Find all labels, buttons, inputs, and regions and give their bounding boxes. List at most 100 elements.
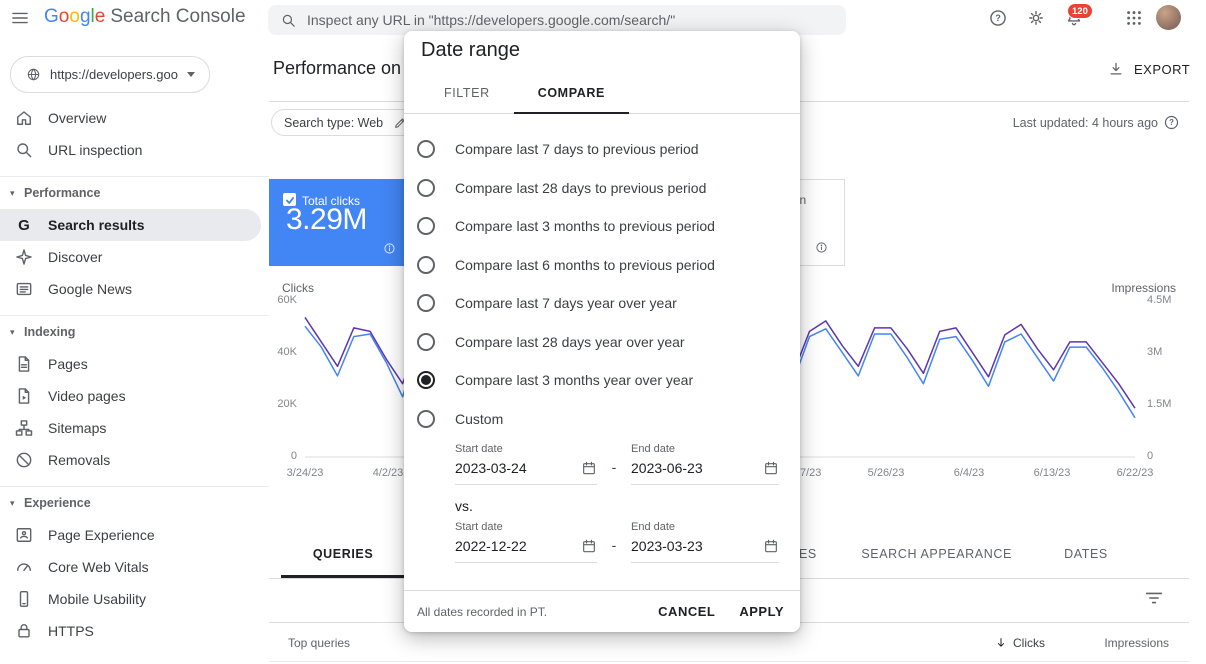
radio-icon [417, 294, 435, 313]
url-inspect-searchbar[interactable] [268, 5, 846, 35]
newspaper-icon [14, 279, 34, 299]
help-circle-icon[interactable]: ? [1163, 114, 1180, 131]
menu-icon[interactable] [10, 8, 30, 28]
sidebar-item-mobile-usability[interactable]: Mobile Usability [0, 583, 261, 615]
custom-dates: Start date 2023-03-24 - End date 2023-06… [404, 438, 800, 563]
discover-star-icon [14, 247, 34, 267]
filter-rows-icon[interactable] [1143, 587, 1165, 609]
export-button[interactable]: EXPORT [1107, 60, 1190, 78]
notification-count-badge: 120 [1067, 3, 1093, 19]
speedometer-icon [14, 557, 34, 577]
column-header-clicks[interactable]: Clicks [994, 636, 1045, 650]
left-axis-title: Clicks [282, 281, 314, 295]
sidebar-item-video-pages[interactable]: Video pages [0, 380, 261, 412]
compare-option-custom[interactable]: Custom [404, 400, 800, 439]
calendar-icon[interactable] [763, 538, 779, 554]
app-logo: Google Search Console [44, 6, 246, 28]
collapse-triangle-icon: ▾ [10, 187, 15, 198]
y-tick-right: 4.5M [1147, 294, 1172, 306]
smartphone-icon [14, 589, 34, 609]
dialog-tabs: FILTER COMPARE [404, 72, 800, 114]
compare-option[interactable]: Compare last 28 days year over year [404, 323, 800, 362]
sidebar: https://developers.goog... Overview URL … [0, 36, 269, 664]
compare-option[interactable]: Compare last 6 months to previous period [404, 246, 800, 285]
sidebar-item-core-web-vitals[interactable]: Core Web Vitals [0, 551, 261, 583]
google-g-icon: G [18, 216, 30, 234]
sidebar-item-url-inspection[interactable]: URL inspection [0, 134, 261, 166]
info-icon[interactable] [815, 241, 828, 254]
compare-options: Compare last 7 days to previous period C… [404, 114, 800, 438]
calendar-icon[interactable] [581, 538, 597, 554]
property-selector[interactable]: https://developers.goog... [10, 56, 210, 93]
sidebar-section-performance[interactable]: ▾ Performance [10, 186, 101, 200]
collapse-triangle-icon: ▾ [10, 326, 15, 337]
sidebar-item-https[interactable]: HTTPS [0, 615, 261, 647]
calendar-icon[interactable] [763, 460, 779, 476]
tab-dates[interactable]: DATES [1064, 547, 1108, 561]
radio-icon [417, 255, 435, 274]
home-icon [14, 108, 34, 128]
sidebar-item-discover[interactable]: Discover [0, 241, 261, 273]
compare-option[interactable]: Compare last 7 days year over year [404, 284, 800, 323]
x-tick: 6/13/23 [1033, 467, 1071, 479]
sidebar-item-search-results[interactable]: G Search results [0, 209, 261, 241]
y-tick: 60K [277, 294, 297, 306]
tab-search-appearance[interactable]: SEARCH APPEARANCE [861, 547, 1012, 561]
radio-icon [417, 178, 435, 197]
column-header-impressions[interactable]: Impressions [1104, 636, 1169, 650]
sidebar-item-overview[interactable]: Overview [0, 102, 261, 134]
pencil-edit-icon [393, 116, 407, 130]
last-updated-text: Last updated: 4 hours ago [1012, 116, 1158, 130]
right-axis-title: Impressions [1111, 281, 1176, 295]
search-type-chip[interactable]: Search type: Web [271, 109, 421, 136]
dialog-title: Date range [421, 39, 520, 61]
sidebar-section-experience[interactable]: ▾ Experience [10, 496, 91, 510]
user-avatar[interactable] [1156, 5, 1181, 30]
divider [269, 661, 1189, 662]
sidebar-item-pages[interactable]: Pages [0, 348, 261, 380]
info-icon[interactable] [383, 242, 396, 255]
download-icon [1107, 60, 1125, 78]
tab-queries[interactable]: QUERIES [269, 530, 417, 578]
compare-start-date-input[interactable]: 2022-12-22 [455, 538, 597, 563]
apply-button[interactable]: APPLY [739, 604, 784, 619]
total-clicks-card[interactable]: Total clicks 3.29M [269, 179, 413, 266]
globe-property-icon [26, 67, 41, 82]
x-tick: 5/26/23 [867, 467, 905, 479]
checkbox-checked-icon[interactable] [283, 193, 296, 206]
tab-compare[interactable]: COMPARE [513, 72, 630, 114]
document-icon [14, 354, 34, 374]
compare-option[interactable]: Compare last 3 months to previous period [404, 207, 800, 246]
apps-grid-icon[interactable] [1124, 8, 1144, 28]
sidebar-item-removals[interactable]: Removals [0, 444, 261, 476]
x-tick: 6/22/23 [1116, 467, 1154, 479]
compare-option[interactable]: Compare last 3 months year over year [404, 361, 800, 400]
compare-option[interactable]: Compare last 7 days to previous period [404, 130, 800, 169]
svg-text:?: ? [1169, 118, 1174, 127]
cancel-button[interactable]: CANCEL [658, 604, 716, 619]
calendar-icon[interactable] [581, 460, 597, 476]
help-button[interactable]: ? [988, 8, 1008, 28]
tab-filter[interactable]: FILTER [444, 85, 490, 100]
start-date-field: Start date 2023-03-24 [455, 443, 597, 485]
sidebar-section-indexing[interactable]: ▾ Indexing [10, 325, 76, 339]
logo-product-name: Search Console [110, 6, 246, 27]
sidebar-item-google-news[interactable]: Google News [0, 273, 261, 305]
start-date-input[interactable]: 2023-03-24 [455, 460, 597, 485]
compare-end-date-input[interactable]: 2023-03-23 [631, 538, 779, 563]
settings-users-icon[interactable] [1026, 8, 1046, 28]
y-tick: 40K [277, 346, 297, 358]
x-tick: 6/4/23 [953, 467, 985, 479]
compare-option[interactable]: Compare last 28 days to previous period [404, 169, 800, 208]
sidebar-item-sitemaps[interactable]: Sitemaps [0, 412, 261, 444]
end-date-input[interactable]: 2023-06-23 [631, 460, 779, 485]
search-icon [280, 12, 297, 29]
sidebar-item-page-experience[interactable]: Page Experience [0, 519, 261, 551]
logo-google: Google [44, 6, 106, 27]
divider [0, 176, 269, 177]
end-date-field: End date 2023-06-23 [631, 443, 779, 485]
url-inspect-input[interactable] [307, 12, 834, 28]
block-icon [14, 450, 34, 470]
property-label: https://developers.goog... [50, 67, 178, 82]
